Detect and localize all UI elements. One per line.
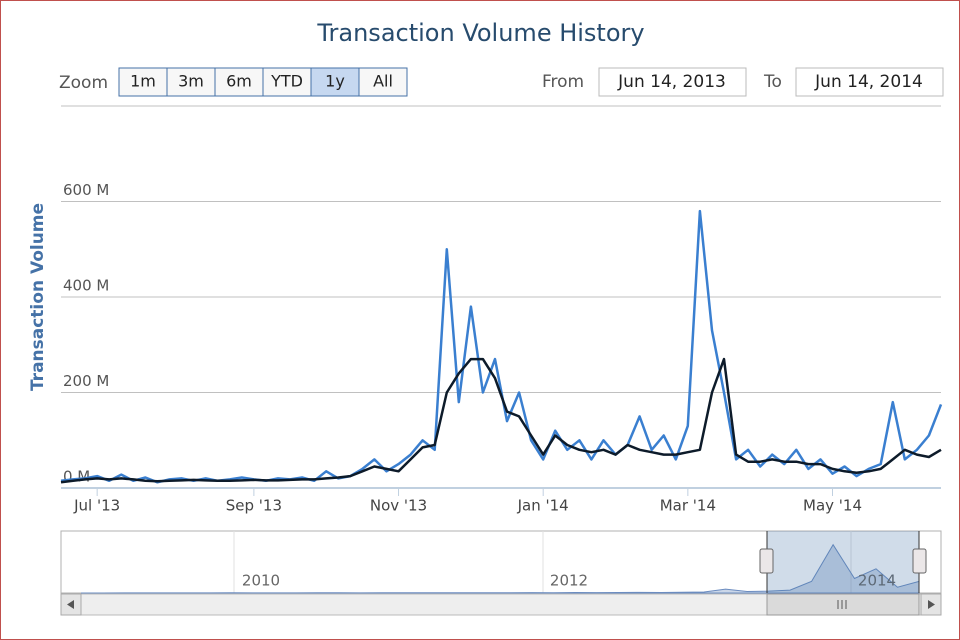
x-tick-label: Jul '13 bbox=[73, 497, 120, 515]
y-axis-title: Transaction Volume bbox=[28, 203, 48, 391]
zoom-button-label: 6m bbox=[226, 72, 252, 91]
to-value: Jun 14, 2014 bbox=[814, 72, 923, 92]
zoom-button-label: All bbox=[373, 72, 393, 91]
scroll-right-arrow bbox=[928, 600, 935, 609]
scroll-left-arrow bbox=[67, 600, 74, 609]
zoom-button-label: 3m bbox=[178, 72, 204, 91]
zoom-label: Zoom bbox=[59, 73, 108, 93]
series-line bbox=[60, 209, 943, 484]
x-tick-label: Jan '14 bbox=[517, 497, 569, 515]
zoom-button-label: 1y bbox=[325, 72, 345, 91]
x-tick-label: May '14 bbox=[803, 497, 862, 515]
x-tick-label: Nov '13 bbox=[370, 497, 427, 515]
navigator-handle-left[interactable] bbox=[759, 548, 774, 574]
to-input[interactable] bbox=[795, 67, 944, 97]
from-input[interactable] bbox=[598, 67, 747, 97]
navigator-label: 2010 bbox=[242, 572, 280, 590]
zoom-button[interactable] bbox=[358, 67, 408, 97]
navigator-selection[interactable] bbox=[767, 531, 919, 593]
y-tick-label: 600 M bbox=[63, 181, 109, 199]
navigator-label: 2014 bbox=[858, 572, 896, 590]
scrollbar-thumb[interactable] bbox=[766, 593, 920, 616]
to-label: To bbox=[763, 72, 782, 92]
zoom-button[interactable] bbox=[310, 67, 360, 97]
zoom-button[interactable] bbox=[214, 67, 264, 97]
chart-title: Transaction Volume History bbox=[316, 19, 644, 47]
navigator-handle-right[interactable] bbox=[912, 548, 927, 574]
x-tick-label: Mar '14 bbox=[660, 497, 716, 515]
navigator-area bbox=[81, 543, 920, 594]
from-value: Jun 14, 2013 bbox=[617, 72, 726, 92]
zoom-button[interactable] bbox=[118, 67, 168, 97]
navigator: 2010 2012 2014 bbox=[81, 543, 920, 594]
from-label: From bbox=[542, 72, 584, 92]
x-tick-label: Sep '13 bbox=[226, 497, 282, 515]
zoom-button-label: 1m bbox=[130, 72, 156, 91]
scrollbar-grip bbox=[837, 600, 847, 609]
navigator-label: 2012 bbox=[550, 572, 588, 590]
series-line bbox=[60, 357, 942, 484]
zoom-button-label: YTD bbox=[270, 72, 303, 91]
y-tick-label: 200 M bbox=[63, 372, 109, 390]
y-tick-label: 400 M bbox=[63, 277, 109, 295]
